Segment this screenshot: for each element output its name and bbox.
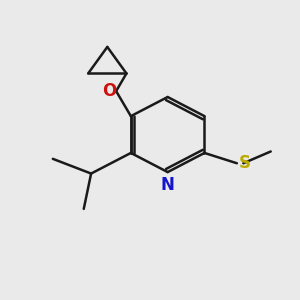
Text: S: S — [238, 154, 250, 172]
Text: O: O — [103, 82, 117, 100]
Text: N: N — [161, 176, 175, 194]
